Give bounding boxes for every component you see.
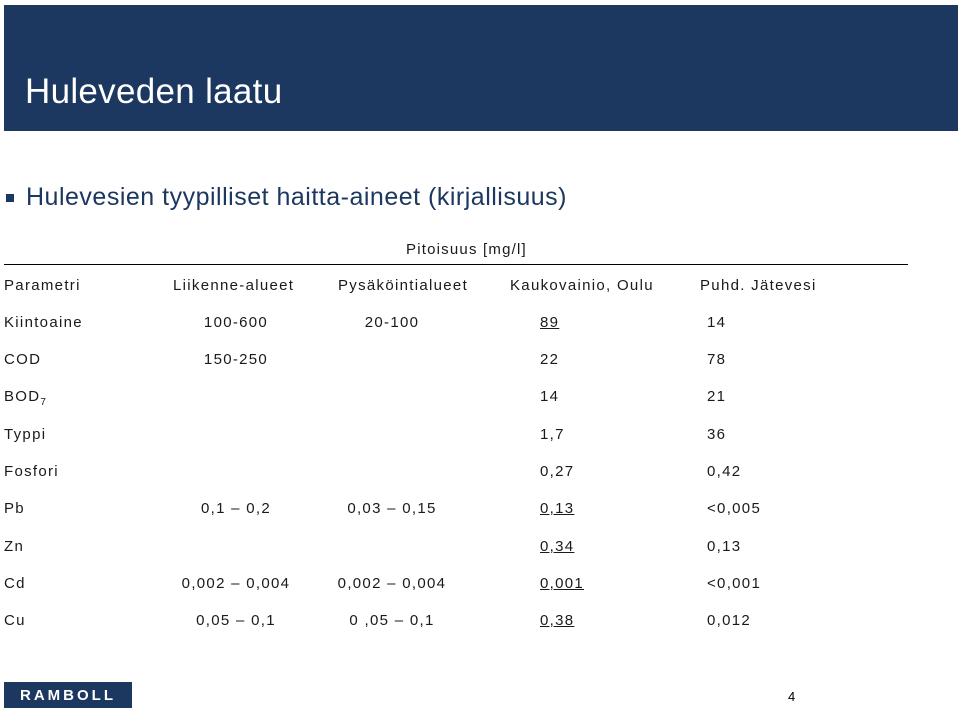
cell-parametri: BOD7 <box>4 388 47 408</box>
cell-kaukovainio: 0,27 <box>540 463 575 480</box>
param-name: Cu <box>4 612 26 629</box>
cell-pysakointi: 0 ,05 – 0,1 <box>349 612 435 629</box>
cell-jatevesi: 21 <box>707 388 727 405</box>
cell-jatevesi: <0,005 <box>707 500 762 517</box>
cell-kaukovainio: 89 <box>540 314 560 331</box>
cell-kaukovainio: 0,001 <box>540 575 585 592</box>
cell-jatevesi: 0,42 <box>707 463 742 480</box>
cell-jatevesi: 0,012 <box>707 612 752 629</box>
param-name: Fosfori <box>4 463 59 480</box>
header-rule <box>4 264 908 265</box>
header-parametri: Parametri <box>4 277 81 294</box>
cell-parametri: Pb <box>4 500 25 517</box>
param-name: BOD <box>4 388 41 405</box>
param-name: Typpi <box>4 426 47 443</box>
slide-subtitle: Hulevesien tyypilliset haitta-aineet (ki… <box>26 183 567 211</box>
cell-kaukovainio: 0,38 <box>540 612 575 629</box>
param-name: Zn <box>4 538 25 555</box>
cell-parametri: Cd <box>4 575 26 592</box>
cell-kaukovainio: 14 <box>540 388 560 405</box>
cell-jatevesi: 36 <box>707 426 727 443</box>
param-name: COD <box>4 351 42 368</box>
header-kaukovainio: Kaukovainio, Oulu <box>510 277 654 294</box>
param-name: Pb <box>4 500 25 517</box>
cell-jatevesi: 0,13 <box>707 538 742 555</box>
header-liikenne-alueet: Liikenne-alueet <box>173 277 295 294</box>
unit-label: Pitoisuus [mg/l] <box>406 241 527 258</box>
cell-parametri: Cu <box>4 612 26 629</box>
cell-parametri: COD <box>4 351 41 368</box>
cell-liikenne: 0,1 – 0,2 <box>200 500 272 517</box>
cell-pysakointi: 20-100 <box>364 314 420 331</box>
param-name: Kiintoaine <box>4 314 83 331</box>
title-bar <box>4 5 958 131</box>
cell-parametri: Zn <box>4 538 24 555</box>
cell-pysakointi: 0,002 – 0,004 <box>337 575 447 592</box>
cell-jatevesi: 78 <box>707 351 727 368</box>
header-jatevesi: Puhd. Jätevesi <box>700 277 817 294</box>
cell-liikenne: 0,05 – 0,1 <box>196 612 276 629</box>
ramboll-logo: RAMBOLL <box>4 682 132 708</box>
cell-jatevesi: 14 <box>707 314 727 331</box>
cell-pysakointi: 0,03 – 0,15 <box>347 500 437 517</box>
slide-title: Huleveden laatu <box>25 72 283 111</box>
cell-liikenne: 100-600 <box>203 314 269 331</box>
cell-liikenne: 150-250 <box>203 351 269 368</box>
bullet-icon <box>6 194 14 202</box>
cell-parametri: Fosfori <box>4 463 59 480</box>
cell-parametri: Kiintoaine <box>4 314 83 331</box>
param-name: Cd <box>4 575 26 592</box>
cell-kaukovainio: 22 <box>540 351 560 368</box>
param-subscript: 7 <box>40 397 48 408</box>
cell-jatevesi: <0,001 <box>707 575 762 592</box>
cell-parametri: Typpi <box>4 426 46 443</box>
cell-kaukovainio: 1,7 <box>540 426 565 443</box>
cell-kaukovainio: 0,13 <box>540 500 575 517</box>
cell-liikenne: 0,002 – 0,004 <box>181 575 291 592</box>
header-pysakointialueet: Pysäköintialueet <box>338 277 469 294</box>
page-number: 4 <box>788 689 796 704</box>
logo-text: RAMBOLL <box>20 687 116 704</box>
cell-kaukovainio: 0,34 <box>540 538 575 555</box>
